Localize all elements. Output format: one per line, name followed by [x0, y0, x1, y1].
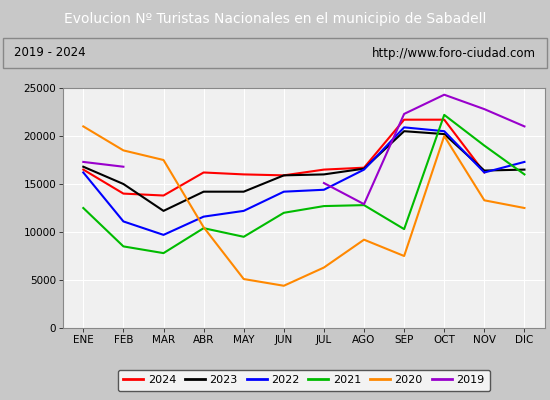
- 2023: [160, 208, 167, 213]
- 2021: [441, 112, 448, 117]
- 2020: [481, 198, 488, 203]
- 2023: [120, 182, 127, 186]
- 2019: [481, 107, 488, 112]
- 2020: [521, 206, 528, 210]
- 2022: [200, 214, 207, 219]
- 2021: [160, 251, 167, 256]
- 2020: [80, 124, 86, 129]
- 2022: [441, 129, 448, 134]
- 2021: [240, 234, 247, 239]
- 2020: [321, 265, 327, 270]
- Line: 2021: 2021: [83, 115, 525, 253]
- 2021: [401, 227, 408, 232]
- Legend: 2024, 2023, 2022, 2021, 2020, 2019: 2024, 2023, 2022, 2021, 2020, 2019: [118, 370, 490, 391]
- 2022: [361, 167, 367, 172]
- 2019: [361, 202, 367, 206]
- 2023: [481, 168, 488, 173]
- 2020: [280, 283, 287, 288]
- 2022: [521, 160, 528, 164]
- 2021: [521, 172, 528, 177]
- 2021: [120, 244, 127, 249]
- Text: http://www.foro-ciudad.com: http://www.foro-ciudad.com: [372, 46, 536, 60]
- 2020: [240, 277, 247, 282]
- 2021: [321, 204, 327, 208]
- 2021: [481, 143, 488, 148]
- 2020: [401, 254, 408, 258]
- Line: 2022: 2022: [83, 127, 525, 235]
- 2019: [321, 181, 327, 186]
- 2022: [481, 170, 488, 175]
- 2022: [280, 189, 287, 194]
- 2023: [321, 172, 327, 177]
- Text: Evolucion Nº Turistas Nacionales en el municipio de Sabadell: Evolucion Nº Turistas Nacionales en el m…: [64, 12, 486, 26]
- 2022: [160, 232, 167, 237]
- 2021: [200, 226, 207, 230]
- 2020: [361, 237, 367, 242]
- 2023: [361, 166, 367, 171]
- Line: 2019: 2019: [324, 95, 525, 204]
- 2023: [200, 189, 207, 194]
- 2023: [280, 173, 287, 178]
- 2021: [361, 203, 367, 208]
- 2021: [280, 210, 287, 215]
- 2023: [240, 189, 247, 194]
- 2023: [521, 167, 528, 172]
- 2019: [401, 112, 408, 116]
- Line: 2020: 2020: [83, 126, 525, 286]
- 2023: [401, 129, 408, 134]
- 2020: [441, 134, 448, 138]
- 2022: [80, 170, 86, 175]
- Text: 2019 - 2024: 2019 - 2024: [14, 46, 85, 60]
- 2019: [441, 92, 448, 97]
- 2022: [401, 125, 408, 130]
- 2022: [120, 219, 127, 224]
- 2022: [321, 187, 327, 192]
- 2021: [80, 206, 86, 210]
- 2019: [521, 124, 528, 129]
- 2023: [80, 164, 86, 169]
- 2023: [441, 132, 448, 136]
- 2020: [200, 225, 207, 230]
- 2022: [240, 208, 247, 213]
- 2020: [120, 148, 127, 153]
- 2020: [160, 158, 167, 162]
- Line: 2023: 2023: [83, 131, 525, 211]
